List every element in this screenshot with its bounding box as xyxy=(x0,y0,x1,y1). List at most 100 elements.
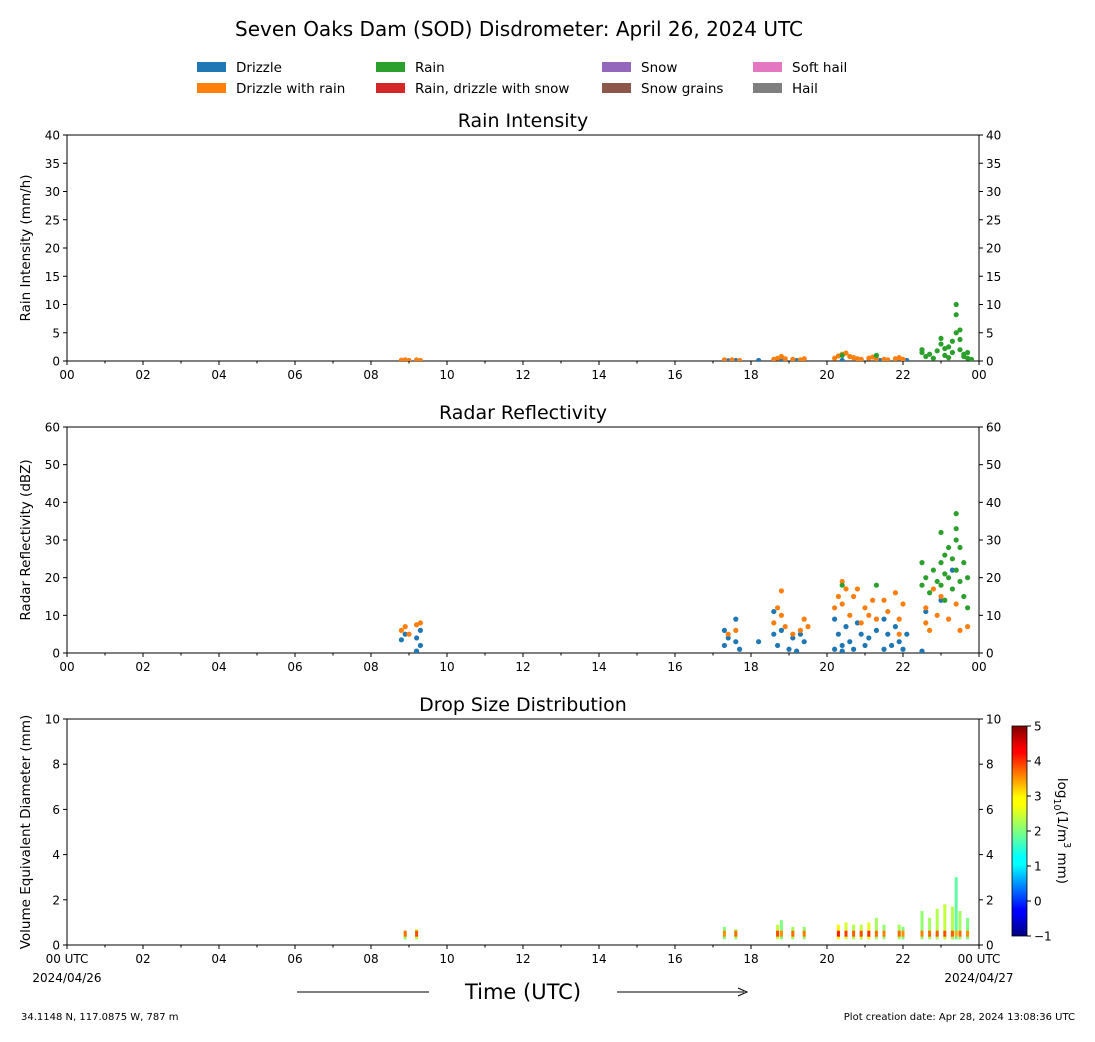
dsd-column xyxy=(966,917,970,940)
point-rain xyxy=(957,347,963,353)
x-tick-label: 00 xyxy=(971,368,986,382)
y-tick-label-right: 60 xyxy=(986,421,1001,435)
point-drizzle xyxy=(832,646,838,652)
point-drizzle-with-rain xyxy=(790,356,796,361)
dsd-core xyxy=(836,930,840,937)
y-tick-label-left: 0 xyxy=(52,355,60,369)
point-drizzle xyxy=(398,637,404,643)
legend-swatch-rain xyxy=(376,62,405,72)
point-drizzle xyxy=(733,616,739,622)
dsd-core xyxy=(859,930,863,937)
dsd-column xyxy=(950,906,954,940)
y-tick-label-right: 0 xyxy=(986,939,994,953)
point-drizzle xyxy=(862,642,868,649)
point-drizzle-with-rain xyxy=(778,353,785,360)
point-drizzle xyxy=(417,627,423,634)
dsd-core xyxy=(779,930,783,937)
point-drizzle-with-rain xyxy=(847,612,853,618)
x-tick-label: 04 xyxy=(211,368,226,382)
point-drizzle-with-rain xyxy=(881,597,887,603)
dsd-core xyxy=(935,930,939,937)
dsd-core xyxy=(802,930,806,937)
x-tick-label: 00 xyxy=(59,660,74,674)
point-drizzle-with-rain xyxy=(927,627,933,634)
point-drizzle xyxy=(858,631,864,637)
dsd-core xyxy=(950,930,954,937)
point-drizzle-with-rain xyxy=(862,605,868,611)
point-drizzle xyxy=(835,631,842,637)
x-tick-label: 06 xyxy=(287,660,302,674)
point-drizzle xyxy=(919,648,925,653)
x-tick-label: 14 xyxy=(591,952,606,966)
point-rain xyxy=(946,344,952,350)
dsd-core xyxy=(403,930,407,937)
y-tick-label-right: 0 xyxy=(986,355,994,369)
y-tick-label-right: 10 xyxy=(986,609,1001,623)
point-drizzle-with-rain xyxy=(892,590,899,596)
point-drizzle xyxy=(786,646,792,652)
point-rain xyxy=(919,347,925,353)
y-tick-label-left: 15 xyxy=(45,270,60,284)
point-drizzle-with-rain xyxy=(953,601,959,607)
point-drizzle-with-rain xyxy=(790,631,796,637)
point-rain xyxy=(942,352,948,358)
x-tick-label: 16 xyxy=(667,660,682,674)
dsd-core xyxy=(920,930,924,937)
point-drizzle-with-rain xyxy=(946,616,952,622)
legend-label-rain: Rain xyxy=(415,60,445,76)
x-tick-label: 06 xyxy=(287,952,302,966)
y-tick-label-left: 10 xyxy=(45,298,60,312)
y-tick-label-right: 30 xyxy=(986,534,1001,548)
point-rain xyxy=(953,301,959,308)
point-drizzle-with-rain xyxy=(417,620,423,626)
y-tick-label-left: 2 xyxy=(52,893,60,907)
dsd-column xyxy=(954,877,958,940)
point-drizzle xyxy=(881,646,887,652)
point-drizzle-with-rain xyxy=(402,624,408,630)
colorbar-tick-label: 0 xyxy=(1034,895,1042,909)
rain-intensity-ylabel: Rain Intensity (mm/h) xyxy=(18,175,34,322)
point-drizzle xyxy=(756,357,762,361)
x-tick-label: 10 xyxy=(439,660,454,674)
x-tick-label: 20 xyxy=(819,660,834,674)
legend-swatch-snow-grains xyxy=(602,83,631,93)
point-drizzle-with-rain xyxy=(843,350,849,356)
point-rain xyxy=(965,349,971,356)
legend-swatch-drizzle-with-rain xyxy=(197,83,226,93)
point-rain xyxy=(873,352,880,358)
point-drizzle xyxy=(778,627,785,634)
dsd-core xyxy=(897,930,901,937)
drop-size-distribution-title: Drop Size Distribution xyxy=(419,694,627,716)
point-rain xyxy=(873,582,880,588)
y-tick-label-left: 5 xyxy=(52,326,60,340)
point-drizzle xyxy=(775,642,781,649)
x-tick-label: 10 xyxy=(439,952,454,966)
y-tick-label-right: 40 xyxy=(986,496,1001,510)
point-rain xyxy=(839,352,845,358)
dsd-column xyxy=(935,908,939,940)
x-tick-label: 02 xyxy=(135,368,150,382)
dsd-core xyxy=(966,930,970,937)
point-drizzle-with-rain xyxy=(870,597,876,603)
colorbar-label: log10(1/m3 mm) xyxy=(1051,778,1072,884)
point-rain xyxy=(938,560,944,566)
x-tick-label: 20 xyxy=(819,368,834,382)
drop-size-distribution-axes xyxy=(66,718,980,946)
point-drizzle xyxy=(904,631,910,637)
point-drizzle-with-rain xyxy=(775,605,781,611)
legend: Drizzle Rain Snow Soft hail Drizzle with rai… xyxy=(197,60,847,97)
radar-reflectivity-panel: Radar Reflectivity Radar Reflectivity (d… xyxy=(18,402,1001,674)
point-rain xyxy=(953,537,959,543)
point-drizzle xyxy=(873,627,880,634)
x-tick-label: 08 xyxy=(363,660,378,674)
point-drizzle-with-rain xyxy=(737,357,743,361)
dsd-column xyxy=(958,911,962,940)
x-tick-label: 22 xyxy=(895,368,910,382)
y-tick-label-right: 15 xyxy=(986,270,1001,284)
point-rain xyxy=(946,575,952,581)
colorbar xyxy=(1011,725,1028,937)
point-rain xyxy=(961,560,967,566)
point-drizzle-with-rain xyxy=(938,593,944,600)
